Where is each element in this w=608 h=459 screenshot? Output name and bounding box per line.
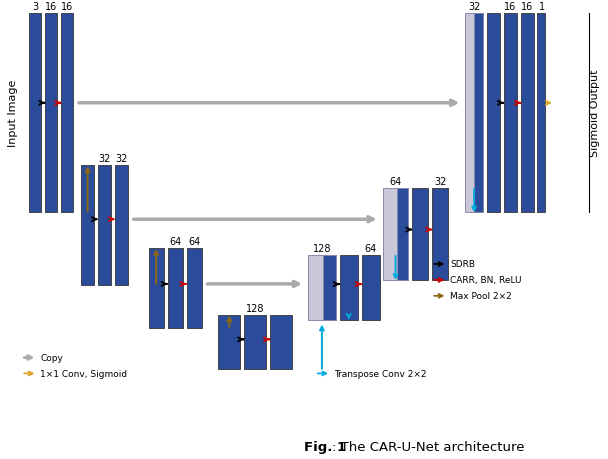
Text: : The CAR-U-Net architecture: : The CAR-U-Net architecture — [332, 440, 524, 453]
Bar — [244, 315, 266, 369]
Text: Transpose Conv 2×2: Transpose Conv 2×2 — [334, 369, 426, 378]
Text: 64: 64 — [389, 177, 402, 187]
Bar — [168, 248, 182, 328]
Bar — [521, 14, 534, 213]
Bar — [115, 166, 128, 285]
Text: 128: 128 — [313, 244, 331, 253]
Bar — [382, 189, 409, 280]
Bar — [81, 166, 94, 285]
Text: 64: 64 — [188, 236, 200, 246]
Text: 128: 128 — [246, 303, 264, 313]
Text: 16: 16 — [521, 2, 533, 12]
Bar — [46, 14, 57, 213]
Bar — [362, 256, 379, 320]
Text: 1×1 Conv, Sigmoid: 1×1 Conv, Sigmoid — [40, 369, 128, 378]
Bar — [474, 14, 483, 213]
Text: Sigmoid Output: Sigmoid Output — [590, 70, 599, 157]
Bar — [187, 248, 201, 328]
Bar — [432, 189, 448, 280]
Text: Max Pool 2×2: Max Pool 2×2 — [451, 291, 512, 301]
Text: 16: 16 — [61, 2, 74, 12]
Bar — [218, 315, 240, 369]
Bar — [149, 248, 164, 328]
Bar — [504, 14, 517, 213]
Text: 32: 32 — [468, 2, 480, 12]
Text: 64: 64 — [365, 244, 377, 253]
Bar — [270, 315, 292, 369]
Text: 3: 3 — [32, 2, 38, 12]
Text: Input Image: Input Image — [9, 80, 18, 147]
Text: 16: 16 — [505, 2, 517, 12]
Bar — [465, 14, 483, 213]
Bar — [412, 189, 429, 280]
Text: 16: 16 — [45, 2, 57, 12]
Text: 32: 32 — [434, 177, 446, 187]
Text: 32: 32 — [116, 154, 128, 164]
Bar — [61, 14, 73, 213]
Text: CARR, BN, ReLU: CARR, BN, ReLU — [451, 276, 522, 285]
Text: Copy: Copy — [40, 353, 63, 362]
Bar — [308, 256, 336, 320]
Text: 1: 1 — [539, 2, 545, 12]
Text: 32: 32 — [98, 154, 111, 164]
Bar — [98, 166, 111, 285]
Bar — [29, 14, 41, 213]
Text: SDRB: SDRB — [451, 260, 475, 269]
Bar — [340, 256, 358, 320]
Bar — [397, 189, 409, 280]
Bar — [537, 14, 545, 213]
Bar — [487, 14, 500, 213]
Bar — [323, 256, 336, 320]
Text: 64: 64 — [169, 236, 181, 246]
Text: Fig. 1: Fig. 1 — [304, 440, 346, 453]
